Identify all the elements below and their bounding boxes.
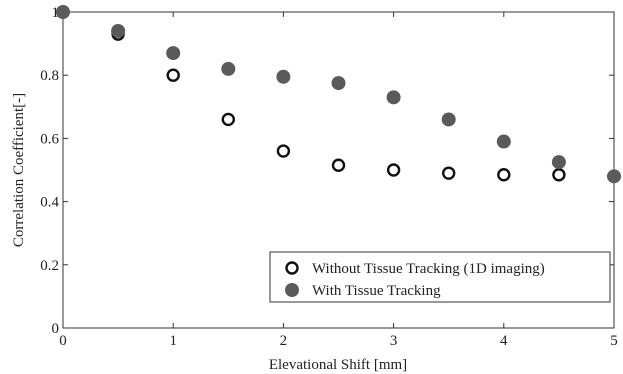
legend: Without Tissue Tracking (1D imaging) Wit… <box>269 251 611 303</box>
x-axis-label: Elevational Shift [mm] <box>269 357 407 373</box>
y-tick-label: 0 <box>52 321 60 337</box>
y-tick-label: 0.6 <box>40 131 59 147</box>
x-tick-label: 1 <box>169 333 177 349</box>
point-with-tracking <box>331 76 346 91</box>
legend-marker-with-tracking <box>285 283 299 297</box>
y-tick-label: 1 <box>52 5 60 21</box>
x-tick-label: 0 <box>59 333 67 349</box>
y-tick-label: 0.8 <box>40 68 59 84</box>
point-without-tracking <box>497 168 511 182</box>
data-marks <box>56 5 621 184</box>
y-tick-label: 0.4 <box>40 195 59 211</box>
x-tick-label: 5 <box>610 333 618 349</box>
point-without-tracking <box>386 163 401 177</box>
point-without-tracking <box>552 168 566 182</box>
axis-ticks: 0 1 2 3 4 5 0 0.2 0.4 0.6 0.8 1 <box>40 5 618 349</box>
point-without-tracking <box>442 166 456 180</box>
point-with-tracking <box>276 69 291 84</box>
point-with-tracking <box>441 112 456 127</box>
y-tick-label: 0.2 <box>40 258 59 274</box>
x-tick-label: 3 <box>390 333 398 349</box>
x-tick-label: 4 <box>500 333 508 349</box>
legend-label-with-tracking: With Tissue Tracking <box>312 283 441 299</box>
legend-box <box>269 251 611 303</box>
point-with-tracking <box>221 61 236 76</box>
point-without-tracking <box>221 112 236 127</box>
y-axis-label: Correlation Coefficient[-] <box>11 93 27 247</box>
point-without-tracking <box>276 144 291 158</box>
point-without-tracking <box>331 158 346 172</box>
x-tick-label: 2 <box>280 333 288 349</box>
legend-label-without-tracking: Without Tissue Tracking (1D imaging) <box>312 261 545 277</box>
point-with-tracking <box>166 46 181 61</box>
point-without-tracking <box>166 68 180 82</box>
point-with-tracking <box>56 5 70 19</box>
point-with-tracking <box>607 169 621 184</box>
point-with-tracking <box>111 23 126 38</box>
point-with-tracking <box>551 155 566 170</box>
point-with-tracking <box>496 134 511 149</box>
point-with-tracking <box>386 90 401 105</box>
legend-marker-without-tracking <box>285 261 299 275</box>
